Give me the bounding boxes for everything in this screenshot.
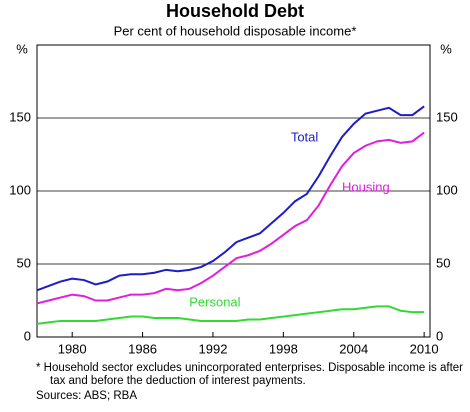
y-tick-label: 50 xyxy=(17,255,31,270)
chart-subtitle: Per cent of household disposable income* xyxy=(114,23,357,38)
y-tick-label: 100 xyxy=(9,182,31,197)
series-label: Personal xyxy=(189,294,240,309)
chart: Household Debt Per cent of household dis… xyxy=(9,1,458,357)
series-label: Housing xyxy=(342,180,390,195)
x-tick-label: 1986 xyxy=(128,341,157,356)
y2-unit: % xyxy=(440,41,452,56)
x-tick-label: 1992 xyxy=(199,341,228,356)
chart-title: Household Debt xyxy=(166,1,304,21)
y-tick-label: 150 xyxy=(9,109,31,124)
y-unit: % xyxy=(16,41,28,56)
x-tick-label: 2004 xyxy=(339,341,368,356)
x-tick-label: 1980 xyxy=(58,341,87,356)
y2-tick-label: 0 xyxy=(436,328,443,343)
y2-tick-label: 50 xyxy=(436,255,450,270)
footnote: * Household sector excludes unincorporat… xyxy=(36,362,464,387)
x-tick-label: 1998 xyxy=(269,341,298,356)
y2-tick-label: 100 xyxy=(436,182,458,197)
y-tick-label: 0 xyxy=(24,328,31,343)
series-label: Total xyxy=(291,129,319,144)
y2-tick-label: 150 xyxy=(436,109,458,124)
series-line xyxy=(36,305,425,325)
source: Sources: ABS; RBA xyxy=(36,390,137,402)
series-line xyxy=(36,131,425,305)
series-line xyxy=(36,105,425,292)
x-tick-label: 2010 xyxy=(410,341,439,356)
